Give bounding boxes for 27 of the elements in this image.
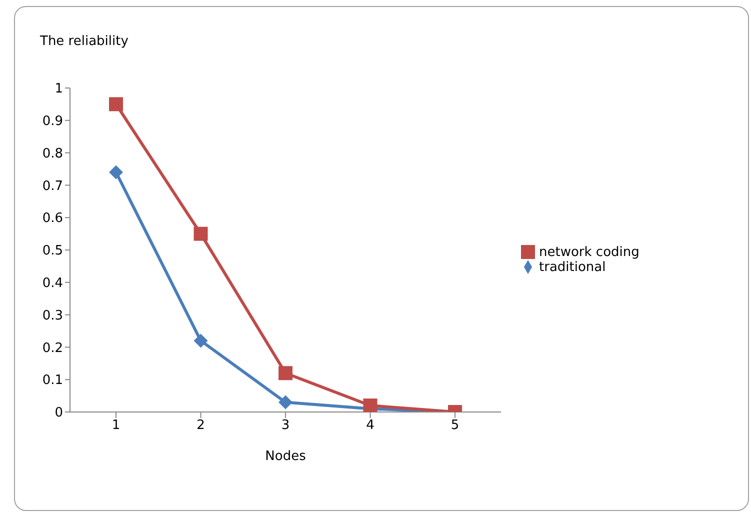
- x-tick-label: 2: [196, 418, 205, 434]
- y-tick-label: 0.9: [42, 114, 63, 130]
- x-tick-label: 3: [281, 418, 290, 434]
- x-tick-label: 1: [112, 418, 120, 434]
- point: [278, 395, 292, 410]
- y-tick-label: 0.3: [42, 308, 63, 324]
- y-axis-title: The reliability: [40, 34, 128, 49]
- y-tick-label: 0.1: [42, 373, 63, 388]
- y-tick-label: 0.5: [42, 244, 63, 259]
- legend-label: network coding: [539, 245, 640, 260]
- y-tick-label: 0.6: [42, 211, 63, 226]
- y-tick-label: 0: [54, 406, 63, 421]
- point: [109, 97, 123, 112]
- point: [194, 226, 208, 241]
- x-axis-title: Nodes: [265, 449, 306, 464]
- point: [109, 165, 123, 180]
- y-tick-label: 1: [54, 82, 63, 97]
- x-tick-label: 4: [366, 418, 374, 434]
- y-tick-label: 0.8: [42, 146, 63, 162]
- y-tick-label: 0.7: [42, 178, 63, 194]
- y-tick-label: 0.2: [42, 340, 63, 356]
- point: [363, 398, 378, 412]
- point: [194, 334, 208, 348]
- point: [278, 366, 292, 380]
- x-tick-label: 5: [450, 418, 460, 434]
- legend-label: traditional: [539, 260, 606, 275]
- y-tick-label: 0.4: [42, 276, 63, 292]
